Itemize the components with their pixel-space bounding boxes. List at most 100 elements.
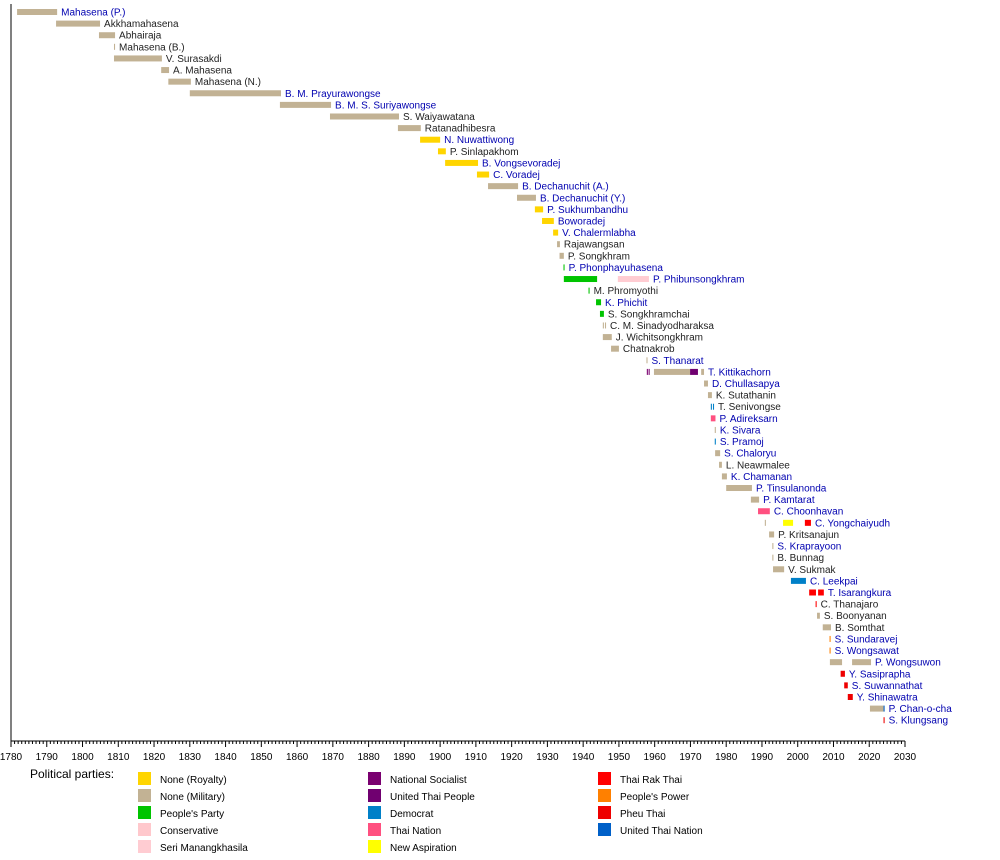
leader-label[interactable]: S. Wongsawat bbox=[835, 646, 900, 657]
term-bar bbox=[772, 543, 774, 550]
leader-label[interactable]: T. Kittikachorn bbox=[708, 367, 771, 378]
leader-label[interactable]: C. Yongchaiyudh bbox=[815, 518, 890, 529]
x-tick-label: 1850 bbox=[250, 752, 273, 763]
leader-label[interactable]: Y. Shinawatra bbox=[857, 692, 918, 703]
term-bar bbox=[648, 368, 650, 375]
leader-label: C. Thanajaro bbox=[821, 600, 879, 611]
leader-label[interactable]: B. M. Prayurawongse bbox=[285, 89, 381, 100]
term-bar bbox=[773, 566, 785, 573]
term-bar bbox=[829, 635, 831, 642]
leader-label[interactable]: S. Kraprayoon bbox=[777, 542, 841, 553]
leader-label: J. Wichitsongkhram bbox=[616, 333, 703, 344]
leader-label[interactable]: B. Vongsevoradej bbox=[482, 158, 560, 169]
term-bar bbox=[599, 310, 604, 317]
leader-label[interactable]: P. Tinsulanonda bbox=[756, 484, 827, 495]
leader-label: P. Kritsanajun bbox=[778, 530, 839, 541]
leader-label[interactable]: S. Chaloryu bbox=[724, 449, 776, 460]
term-bar bbox=[840, 670, 845, 677]
leader-label[interactable]: C. Choonhavan bbox=[774, 507, 844, 518]
leader-label[interactable]: S. Suwannathat bbox=[852, 681, 923, 692]
leader-label[interactable]: S. Klungsang bbox=[889, 716, 949, 727]
leader-label: P. Sinlapakhom bbox=[450, 147, 519, 158]
term-bar bbox=[726, 485, 752, 492]
term-bar bbox=[783, 519, 794, 526]
term-bar bbox=[714, 426, 716, 433]
x-tick-label: 1980 bbox=[715, 752, 738, 763]
legend-swatch bbox=[138, 840, 151, 853]
term-bar bbox=[604, 322, 607, 329]
leader-label[interactable]: P. Kamtarat bbox=[763, 495, 815, 506]
legend-label: None (Military) bbox=[160, 792, 225, 803]
legend-label: People's Power bbox=[620, 792, 690, 803]
term-bar bbox=[563, 264, 565, 271]
leader-label[interactable]: K. Sivara bbox=[720, 425, 761, 436]
leader-label[interactable]: T. Isarangkura bbox=[828, 588, 892, 599]
term-bar bbox=[113, 43, 116, 50]
term-bar bbox=[772, 554, 774, 561]
x-tick-label: 2030 bbox=[894, 752, 917, 763]
term-bar bbox=[719, 461, 722, 468]
leader-label[interactable]: P. Phonphayuhasena bbox=[569, 263, 664, 274]
leader-label[interactable]: K. Chamanan bbox=[731, 472, 792, 483]
term-bar bbox=[420, 136, 441, 143]
legend-label: Pheu Thai bbox=[620, 809, 665, 820]
term-bar bbox=[557, 241, 560, 248]
legend-swatch bbox=[368, 840, 381, 853]
leader-label: P. Songkhram bbox=[568, 251, 630, 262]
leader-label[interactable]: B. Dechanuchit (Y.) bbox=[540, 193, 625, 204]
x-tick-label: 1790 bbox=[36, 752, 59, 763]
leader-label[interactable]: P. Sukhumbandhu bbox=[547, 205, 628, 216]
leader-label[interactable]: C. Leekpai bbox=[810, 576, 858, 587]
term-bar bbox=[804, 519, 811, 526]
leader-label[interactable]: P. Wongsuwon bbox=[875, 658, 941, 669]
term-bar bbox=[869, 705, 884, 712]
term-bar bbox=[602, 322, 604, 329]
leader-label[interactable]: S. Thanarat bbox=[652, 356, 704, 367]
leader-label[interactable]: N. Nuwattiwong bbox=[444, 135, 514, 146]
term-bar bbox=[710, 403, 712, 410]
x-tick-label: 1940 bbox=[572, 752, 595, 763]
leader-label[interactable]: B. Dechanuchit (A.) bbox=[522, 182, 609, 193]
leader-label[interactable]: C. Voradej bbox=[493, 170, 540, 181]
legend-swatch bbox=[598, 772, 611, 785]
x-tick-label: 1930 bbox=[536, 752, 559, 763]
leader-label[interactable]: Mahasena (P.) bbox=[61, 8, 125, 19]
leader-label[interactable]: Boworadej bbox=[558, 216, 605, 227]
leader-label[interactable]: S. Pramoj bbox=[720, 437, 764, 448]
legend-label: National Socialist bbox=[390, 775, 467, 786]
leader-label: S. Boonyanan bbox=[824, 611, 887, 622]
leader-label[interactable]: P. Chan-o-cha bbox=[889, 704, 953, 715]
x-tick-label: 2020 bbox=[858, 752, 881, 763]
leader-label[interactable]: P. Phibunsongkhram bbox=[653, 275, 745, 286]
leader-label[interactable]: P. Adireksarn bbox=[719, 414, 777, 425]
leader-label[interactable]: K. Phichit bbox=[605, 298, 647, 309]
term-bar bbox=[852, 659, 872, 666]
legend-label: Thai Nation bbox=[390, 826, 441, 837]
leader-label[interactable]: Y. Sasiprapha bbox=[849, 669, 911, 680]
leader-label: B. Somthat bbox=[835, 623, 885, 634]
legend-swatch bbox=[138, 823, 151, 836]
legend-label: United Thai Nation bbox=[620, 826, 703, 837]
term-bar bbox=[517, 194, 536, 201]
term-bar bbox=[758, 508, 770, 515]
term-bar bbox=[818, 589, 824, 596]
term-bar bbox=[56, 20, 101, 27]
legend-label: Conservative bbox=[160, 826, 219, 837]
leader-label[interactable]: D. Chullasapya bbox=[712, 379, 780, 390]
term-bar bbox=[822, 624, 831, 631]
legend-label: United Thai People bbox=[390, 792, 475, 803]
legend-swatch bbox=[138, 772, 151, 785]
leader-label: K. Sutathanin bbox=[716, 391, 776, 402]
leader-label[interactable]: S. Sundaravej bbox=[835, 634, 898, 645]
leader-label: Mahasena (N.) bbox=[195, 77, 261, 88]
leader-label: A. Mahasena bbox=[173, 66, 232, 77]
term-bar bbox=[883, 705, 885, 712]
term-bar bbox=[883, 717, 885, 724]
x-tick-label: 1960 bbox=[644, 752, 667, 763]
leader-label[interactable]: B. M. S. Suriyawongse bbox=[335, 100, 437, 111]
leader-label[interactable]: V. Chalermlabha bbox=[562, 228, 636, 239]
term-bar bbox=[701, 368, 705, 375]
term-bar bbox=[847, 693, 853, 700]
